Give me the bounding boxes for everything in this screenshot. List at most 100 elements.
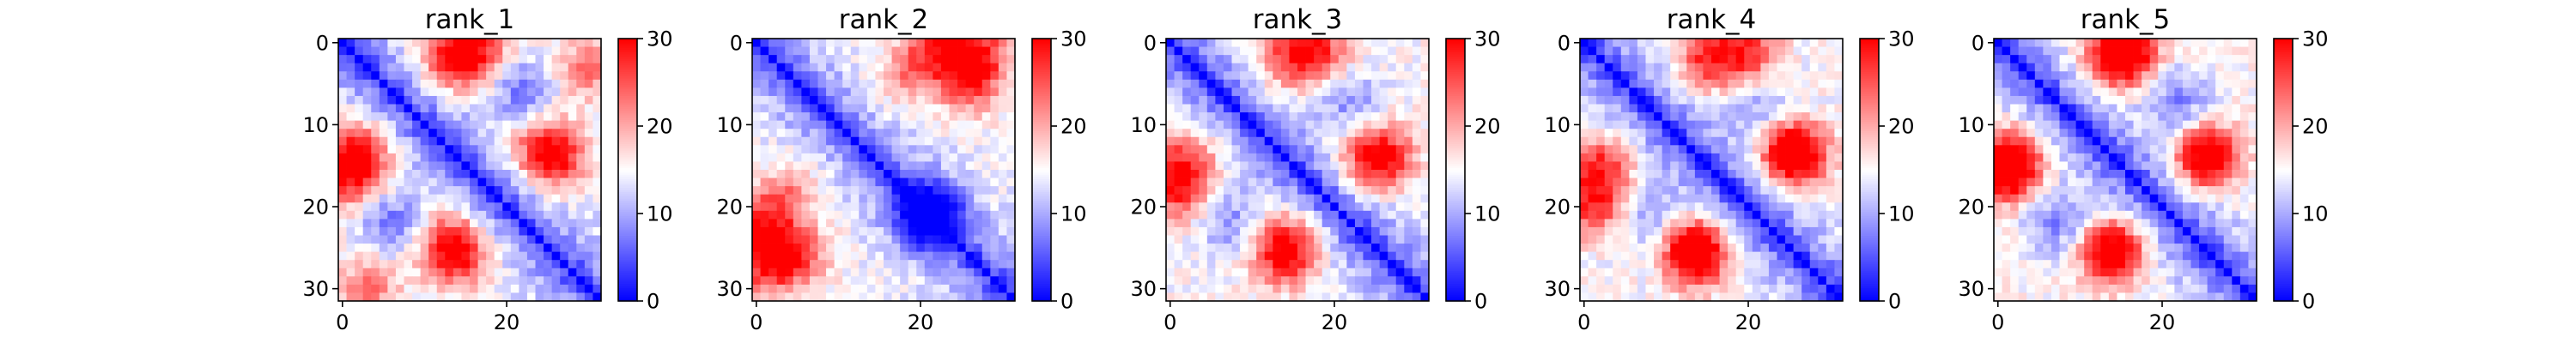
heatmap-cell xyxy=(974,79,983,88)
heatmap-cell xyxy=(760,120,769,129)
heatmap-cell xyxy=(445,186,454,196)
heatmap-cell xyxy=(412,87,422,97)
heatmap-cell xyxy=(1297,104,1306,113)
heatmap-cell xyxy=(859,71,868,81)
heatmap-cell xyxy=(2199,104,2208,113)
colorbar-segment xyxy=(1446,170,1465,173)
heatmap-cell xyxy=(502,284,512,293)
colorbar-segment xyxy=(1860,283,1879,286)
heatmap-cell xyxy=(1728,55,1737,64)
heatmap-cell xyxy=(560,251,569,261)
heatmap-cell xyxy=(1768,71,1777,81)
heatmap-cell xyxy=(1596,39,1606,47)
heatmap-cell xyxy=(1280,292,1290,302)
heatmap-cell xyxy=(2084,71,2093,81)
heatmap-cell xyxy=(1289,276,1298,286)
heatmap-cell xyxy=(1395,251,1405,261)
heatmap-cell xyxy=(1321,46,1331,56)
heatmap-cell xyxy=(1338,120,1347,129)
heatmap-cell xyxy=(1719,268,1728,277)
colorbar-segment xyxy=(1860,180,1879,184)
colorbar-segment xyxy=(1446,67,1465,70)
heatmap-cell xyxy=(1199,145,1208,154)
heatmap-cell xyxy=(1199,129,1208,138)
heatmap-cell xyxy=(494,202,503,212)
heatmap-cell xyxy=(1752,55,1761,64)
heatmap-cell xyxy=(842,79,852,88)
heatmap-cell xyxy=(916,104,926,113)
heatmap-cell xyxy=(1240,226,1249,236)
heatmap-cell xyxy=(1388,186,1397,196)
heatmap-cell xyxy=(576,170,586,178)
heatmap-cell xyxy=(551,153,561,162)
heatmap-cell xyxy=(1182,186,1192,196)
heatmap-cell xyxy=(1637,120,1646,129)
heatmap-cell xyxy=(477,170,487,178)
heatmap-cell xyxy=(998,284,1007,293)
heatmap-cell xyxy=(404,284,413,293)
heatmap-cell xyxy=(965,120,975,129)
heatmap-cell xyxy=(834,95,843,105)
heatmap-cell xyxy=(1818,170,1827,178)
heatmap-cell xyxy=(1809,268,1819,277)
heatmap-cell xyxy=(916,210,926,220)
heatmap-cell xyxy=(1613,129,1622,138)
heatmap-cell xyxy=(1686,276,1696,286)
heatmap-cell xyxy=(560,71,569,81)
heatmap-cell xyxy=(769,95,778,105)
heatmap-cell xyxy=(1719,226,1728,236)
heatmap-cell xyxy=(949,244,958,253)
colorbar-segment xyxy=(1446,80,1465,83)
heatmap-cell xyxy=(1371,292,1381,302)
heatmap-cell xyxy=(990,235,999,244)
heatmap-cell xyxy=(884,226,892,236)
colorbar-segment xyxy=(1446,281,1465,285)
heatmap-cell xyxy=(2018,55,2027,64)
colorbar-tick-label: 10 xyxy=(1474,202,1501,226)
colorbar-segment xyxy=(1860,204,1879,208)
heatmap-cell xyxy=(1240,46,1249,56)
heatmap-cell xyxy=(850,292,860,302)
colorbar-segment xyxy=(1032,57,1051,62)
colorbar-segment xyxy=(1860,286,1879,289)
heatmap-cell xyxy=(560,63,569,72)
heatmap-cell xyxy=(346,178,355,187)
heatmap-cell xyxy=(1777,145,1786,154)
heatmap-cell xyxy=(817,63,827,72)
heatmap-cell xyxy=(535,63,544,72)
heatmap-cell xyxy=(850,79,860,88)
heatmap-cell xyxy=(1420,153,1430,162)
heatmap-cell xyxy=(2182,104,2191,113)
colorbar-segment xyxy=(618,104,637,107)
heatmap-cell xyxy=(990,112,999,122)
heatmap-cell xyxy=(1752,210,1761,220)
colorbar-segment xyxy=(1446,99,1465,103)
heatmap-cell xyxy=(1809,120,1819,129)
heatmap-cell xyxy=(1678,46,1687,56)
heatmap-cell xyxy=(1744,284,1753,293)
heatmap-cell xyxy=(1735,129,1745,138)
heatmap-cell xyxy=(404,39,413,47)
heatmap-cell xyxy=(2190,39,2200,47)
colorbar-segment xyxy=(1860,108,1879,111)
heatmap-cell xyxy=(584,120,593,129)
heatmap-cell xyxy=(1354,95,1364,105)
heatmap-cell xyxy=(379,55,388,64)
heatmap-cell xyxy=(1273,136,1282,146)
heatmap-cell xyxy=(809,178,818,187)
heatmap-cell xyxy=(990,284,999,293)
heatmap-cell xyxy=(752,194,761,203)
heatmap-cell xyxy=(1240,63,1249,72)
heatmap-cell xyxy=(404,145,413,154)
heatmap-cell xyxy=(957,268,967,277)
colorbar-segment xyxy=(618,246,637,250)
heatmap-cell xyxy=(817,39,827,47)
heatmap-cell xyxy=(1166,153,1175,162)
heatmap-cell xyxy=(1371,63,1381,72)
heatmap-cell xyxy=(1654,104,1663,113)
heatmap-cell xyxy=(1305,268,1315,277)
colorbar-segment xyxy=(618,191,637,195)
heatmap-cell xyxy=(2117,46,2126,56)
heatmap-cell xyxy=(461,268,471,277)
heatmap-cell xyxy=(510,244,519,253)
